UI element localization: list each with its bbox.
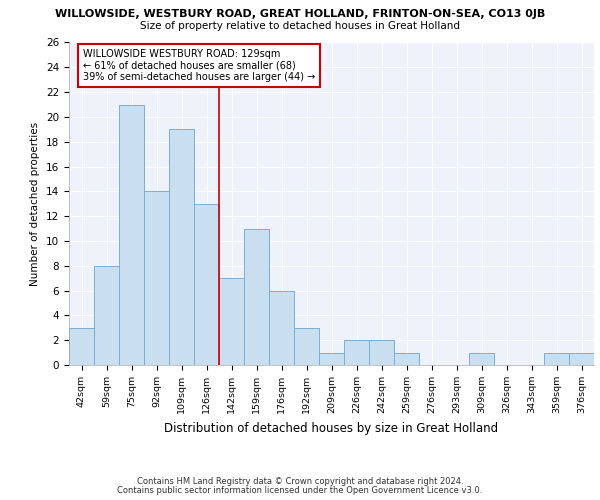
Text: Contains public sector information licensed under the Open Government Licence v3: Contains public sector information licen… (118, 486, 482, 495)
Text: WILLOWSIDE, WESTBURY ROAD, GREAT HOLLAND, FRINTON-ON-SEA, CO13 0JB: WILLOWSIDE, WESTBURY ROAD, GREAT HOLLAND… (55, 9, 545, 19)
Text: Size of property relative to detached houses in Great Holland: Size of property relative to detached ho… (140, 21, 460, 31)
Bar (469, 352, 494, 365)
Bar (194, 204, 219, 365)
Text: WILLOWSIDE WESTBURY ROAD: 129sqm
← 61% of detached houses are smaller (68)
39% o: WILLOWSIDE WESTBURY ROAD: 129sqm ← 61% o… (83, 48, 315, 82)
Bar (294, 328, 319, 365)
Bar (394, 352, 419, 365)
Bar (119, 104, 144, 365)
Bar (569, 352, 594, 365)
Bar (244, 228, 269, 365)
Y-axis label: Number of detached properties: Number of detached properties (31, 122, 40, 286)
Bar (319, 352, 344, 365)
Bar (219, 278, 244, 365)
Bar (144, 192, 169, 365)
Bar (169, 130, 194, 365)
Bar (94, 266, 119, 365)
Bar (69, 328, 94, 365)
Text: Contains HM Land Registry data © Crown copyright and database right 2024.: Contains HM Land Registry data © Crown c… (137, 477, 463, 486)
X-axis label: Distribution of detached houses by size in Great Holland: Distribution of detached houses by size … (164, 422, 499, 434)
Bar (269, 290, 294, 365)
Bar (544, 352, 569, 365)
Bar (369, 340, 394, 365)
Bar (344, 340, 369, 365)
